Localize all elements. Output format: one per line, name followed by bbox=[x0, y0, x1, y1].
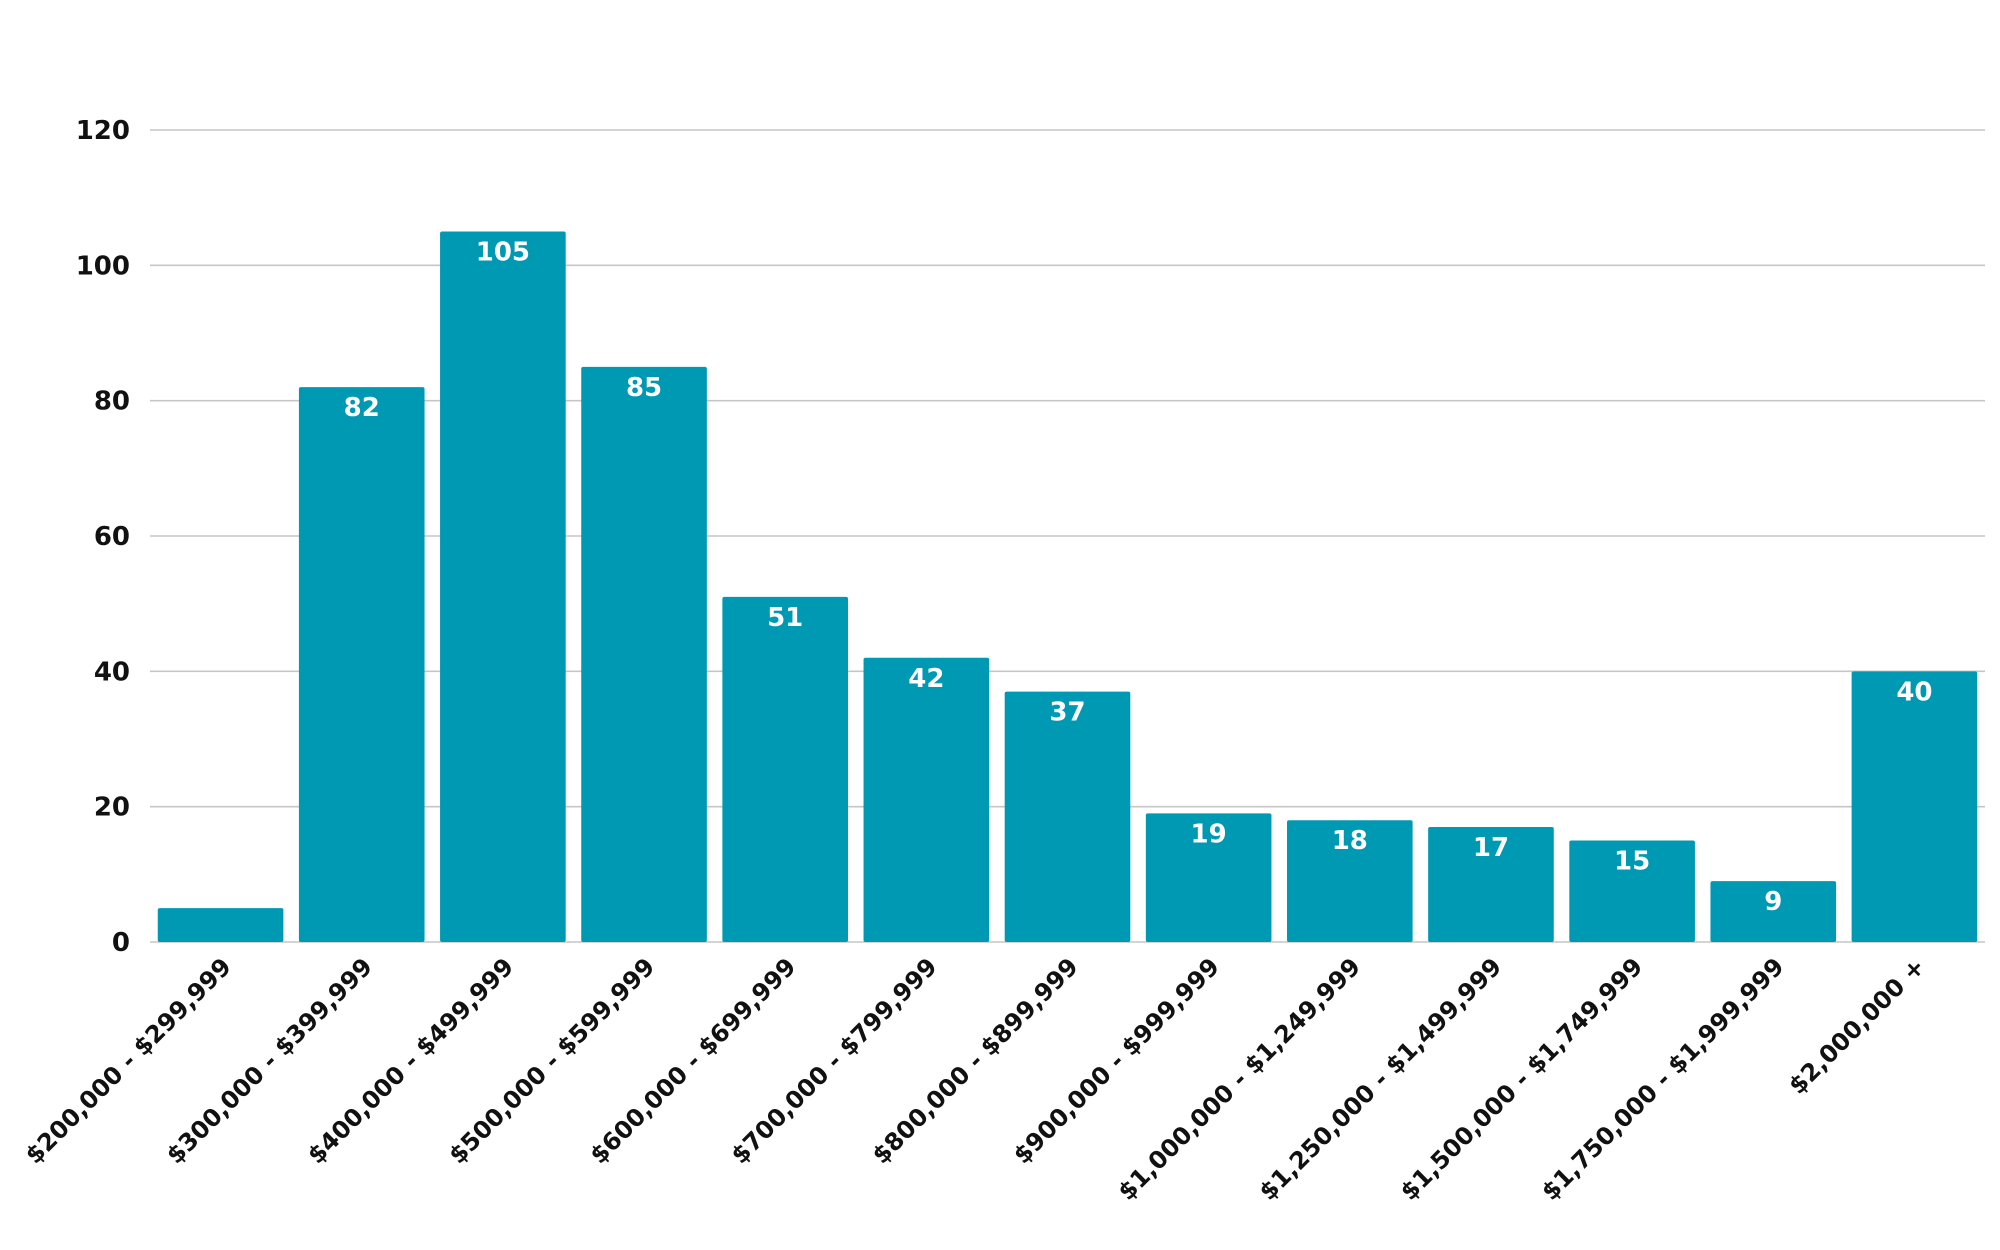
bar bbox=[1004, 691, 1131, 942]
bar-value-label: 37 bbox=[1049, 698, 1085, 728]
y-tick-label: 100 bbox=[76, 251, 130, 281]
bar bbox=[440, 231, 566, 942]
x-tick-label: $1,500,000 - $1,749,999 bbox=[1395, 952, 1648, 1205]
bar bbox=[157, 908, 284, 942]
bar-value-label: 51 bbox=[767, 603, 803, 633]
bar-value-label: 15 bbox=[1614, 847, 1650, 877]
y-tick-label: 40 bbox=[94, 657, 130, 687]
x-tick-label: $2,000,000 + bbox=[1783, 952, 1930, 1099]
bar bbox=[1569, 840, 1695, 942]
bar-value-label: 17 bbox=[1473, 833, 1509, 863]
bar-value-label: 82 bbox=[344, 393, 380, 423]
bar-value-label: 85 bbox=[626, 373, 662, 403]
y-tick-label: 120 bbox=[76, 116, 130, 146]
y-tick-label: 60 bbox=[94, 522, 130, 552]
y-tick-label: 80 bbox=[94, 387, 130, 417]
bars bbox=[157, 231, 1978, 943]
bar-value-label: 40 bbox=[1896, 677, 1932, 707]
bar bbox=[1428, 826, 1554, 942]
bar bbox=[1851, 671, 1978, 942]
x-tick-label: $1,000,000 - $1,249,999 bbox=[1113, 952, 1366, 1205]
bar bbox=[863, 657, 990, 942]
y-axis: 0 20 40 60 80 100 120 bbox=[76, 116, 130, 958]
bar bbox=[1286, 820, 1413, 942]
x-axis: $200,000 - $299,999$300,000 - $399,999$4… bbox=[20, 952, 1931, 1205]
bar bbox=[298, 387, 425, 943]
y-tick-label: 0 bbox=[112, 928, 130, 958]
bar-value-label: 19 bbox=[1191, 819, 1227, 849]
bar bbox=[1710, 881, 1837, 942]
bar bbox=[1145, 813, 1272, 942]
bar-value-labels: 82 105 85 51 42 37 19 18 17 15 9 40 bbox=[344, 238, 1933, 918]
x-tick-label: $1,750,000 - $1,999,999 bbox=[1536, 952, 1789, 1205]
bar bbox=[581, 366, 707, 942]
bar-value-label: 105 bbox=[476, 238, 530, 268]
y-tick-label: 20 bbox=[94, 793, 130, 823]
bar-value-label: 42 bbox=[908, 664, 944, 694]
x-tick-label: $1,250,000 - $1,499,999 bbox=[1254, 952, 1507, 1205]
bar-value-label: 18 bbox=[1332, 826, 1368, 856]
bar bbox=[722, 596, 849, 942]
bar-value-label: 9 bbox=[1764, 887, 1782, 917]
